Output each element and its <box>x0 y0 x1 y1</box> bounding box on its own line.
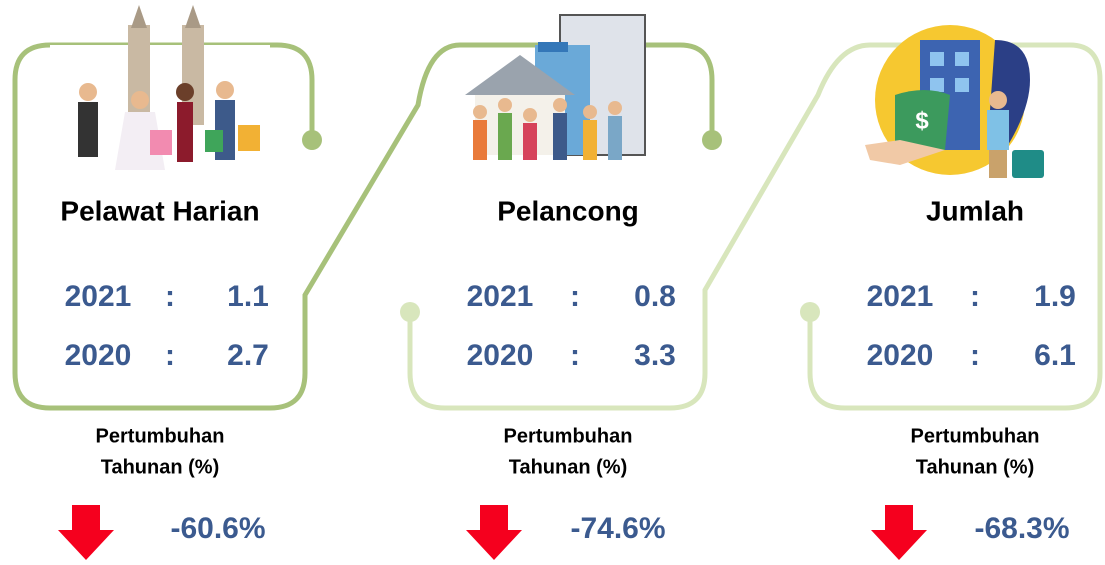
separator: : <box>165 339 175 372</box>
growth-value: -74.6% <box>570 512 665 545</box>
knob <box>800 302 820 322</box>
separator: : <box>570 280 580 313</box>
growth-label: Tahunan (%) <box>509 456 628 478</box>
year: 2020 <box>467 339 534 372</box>
knob <box>302 130 322 150</box>
infographic: $ Pelawat Harian 2021: 1.1 2020: 2.7 Pertumbu… <box>0 0 1105 560</box>
svg-text:$: $ <box>915 107 929 134</box>
year: 2020 <box>867 339 934 372</box>
growth-label: Pertumbuhan <box>96 425 225 447</box>
year: 2021 <box>65 280 132 313</box>
year: 2020 <box>65 339 132 372</box>
icon-tourists <box>465 15 645 160</box>
growth-value: -68.3% <box>974 512 1069 545</box>
value: 6.1 <box>1034 339 1076 372</box>
value: 1.1 <box>227 280 269 313</box>
year: 2021 <box>867 280 934 313</box>
year: 2021 <box>467 280 534 313</box>
panel-title: Pelancong <box>497 195 639 226</box>
growth-label: Pertumbuhan <box>504 425 633 447</box>
knob <box>702 130 722 150</box>
value: 1.9 <box>1034 280 1076 313</box>
separator: : <box>970 280 980 313</box>
page: {"panels": [ {"title": "Pelawat Harian",… <box>0 0 1105 560</box>
value: 3.3 <box>634 339 676 372</box>
icon-visitors <box>50 5 270 180</box>
growth-value: -60.6% <box>170 512 265 545</box>
knob <box>400 302 420 322</box>
icon-total: $ <box>865 25 1044 178</box>
separator: : <box>570 339 580 372</box>
growth-label: Pertumbuhan <box>911 425 1040 447</box>
growth-label: Tahunan (%) <box>916 456 1035 478</box>
separator: : <box>165 280 175 313</box>
value: 2.7 <box>227 339 269 372</box>
value: 0.8 <box>634 280 676 313</box>
panel-title: Jumlah <box>926 195 1024 226</box>
growth-label: Tahunan (%) <box>101 456 220 478</box>
separator: : <box>970 339 980 372</box>
panel-title: Pelawat Harian <box>60 195 259 226</box>
